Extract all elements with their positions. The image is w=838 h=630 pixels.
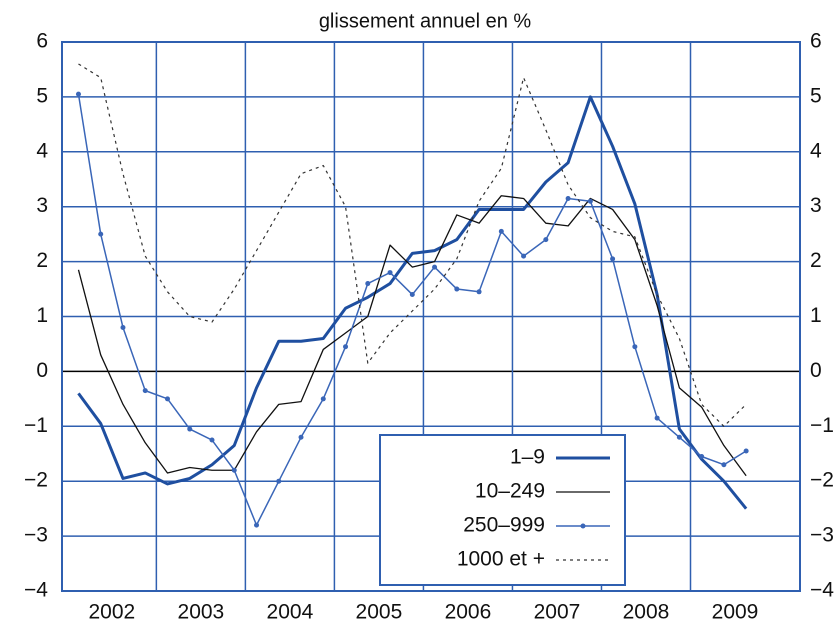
y-tick-label: 4 xyxy=(36,139,48,162)
x-tick-label: 2008 xyxy=(623,601,670,624)
point-marker xyxy=(543,237,549,243)
legend-marker xyxy=(580,523,586,529)
point-marker xyxy=(409,292,415,298)
x-tick-label: 2009 xyxy=(712,601,759,624)
point-marker xyxy=(343,344,349,350)
y-tick-label: −3 xyxy=(24,524,48,547)
point-marker xyxy=(164,396,170,402)
point-marker xyxy=(387,270,393,276)
point-marker xyxy=(498,228,504,234)
y-tick-label: 0 xyxy=(36,359,48,382)
x-tick-label: 2005 xyxy=(356,601,403,624)
x-tick-label: 2006 xyxy=(445,601,492,624)
y2-tick-label: −2 xyxy=(810,469,834,492)
point-marker xyxy=(565,195,571,201)
y-tick-label: 3 xyxy=(36,194,48,217)
y-tick-label: 5 xyxy=(36,84,48,107)
point-marker xyxy=(454,286,460,292)
legend: 1–9 10–249 250–999 1000 et + xyxy=(379,434,626,586)
point-marker xyxy=(209,437,215,443)
legend-label: 10–249 xyxy=(475,480,545,503)
point-marker xyxy=(98,231,104,237)
y-tick-label: 1 xyxy=(36,304,48,327)
point-marker xyxy=(632,344,638,350)
point-marker xyxy=(476,289,482,295)
plot-frame xyxy=(61,41,801,592)
y2-tick-label: 0 xyxy=(810,359,822,382)
point-marker xyxy=(320,396,326,402)
point-marker xyxy=(276,478,282,484)
point-marker xyxy=(254,522,260,528)
point-marker xyxy=(298,434,304,440)
y2-tick-label: 3 xyxy=(810,194,822,217)
point-marker xyxy=(654,415,660,421)
series-line xyxy=(78,63,747,427)
x-tick-label: 2002 xyxy=(88,601,135,624)
series-line xyxy=(77,195,747,477)
legend-label: 1–9 xyxy=(510,446,545,469)
legend-label: 250–999 xyxy=(463,514,545,537)
point-marker xyxy=(231,467,237,473)
y-tick-label: −2 xyxy=(24,469,48,492)
y-tick-label: −1 xyxy=(24,414,48,437)
y-tick-label: −4 xyxy=(24,579,48,602)
point-marker xyxy=(699,453,705,459)
point-marker xyxy=(120,324,126,330)
point-marker xyxy=(142,388,148,394)
y2-tick-label: −4 xyxy=(810,579,834,602)
y2-tick-label: 5 xyxy=(810,84,822,107)
point-marker xyxy=(75,91,81,97)
legend-label: 1000 et + xyxy=(457,548,545,571)
y2-tick-label: 1 xyxy=(810,304,822,327)
y-tick-label: 6 xyxy=(36,30,48,53)
point-marker xyxy=(587,198,593,204)
point-marker xyxy=(187,426,193,432)
y2-tick-label: 6 xyxy=(810,30,822,53)
y2-tick-label: 4 xyxy=(810,139,822,162)
point-marker xyxy=(676,434,682,440)
series-line xyxy=(77,95,748,510)
chart-title: glissement annuel en % xyxy=(319,10,532,32)
point-marker xyxy=(432,264,438,270)
point-marker xyxy=(610,256,616,262)
y-tick-label: 2 xyxy=(36,249,48,272)
x-tick-label: 2004 xyxy=(267,601,314,624)
y2-tick-label: −3 xyxy=(810,524,834,547)
point-marker xyxy=(521,253,527,259)
x-tick-label: 2003 xyxy=(178,601,225,624)
y2-tick-label: 2 xyxy=(810,249,822,272)
point-marker xyxy=(743,448,749,454)
point-marker xyxy=(365,281,371,287)
x-tick-label: 2007 xyxy=(534,601,581,624)
point-marker xyxy=(721,462,727,468)
y2-tick-label: −1 xyxy=(810,414,834,437)
